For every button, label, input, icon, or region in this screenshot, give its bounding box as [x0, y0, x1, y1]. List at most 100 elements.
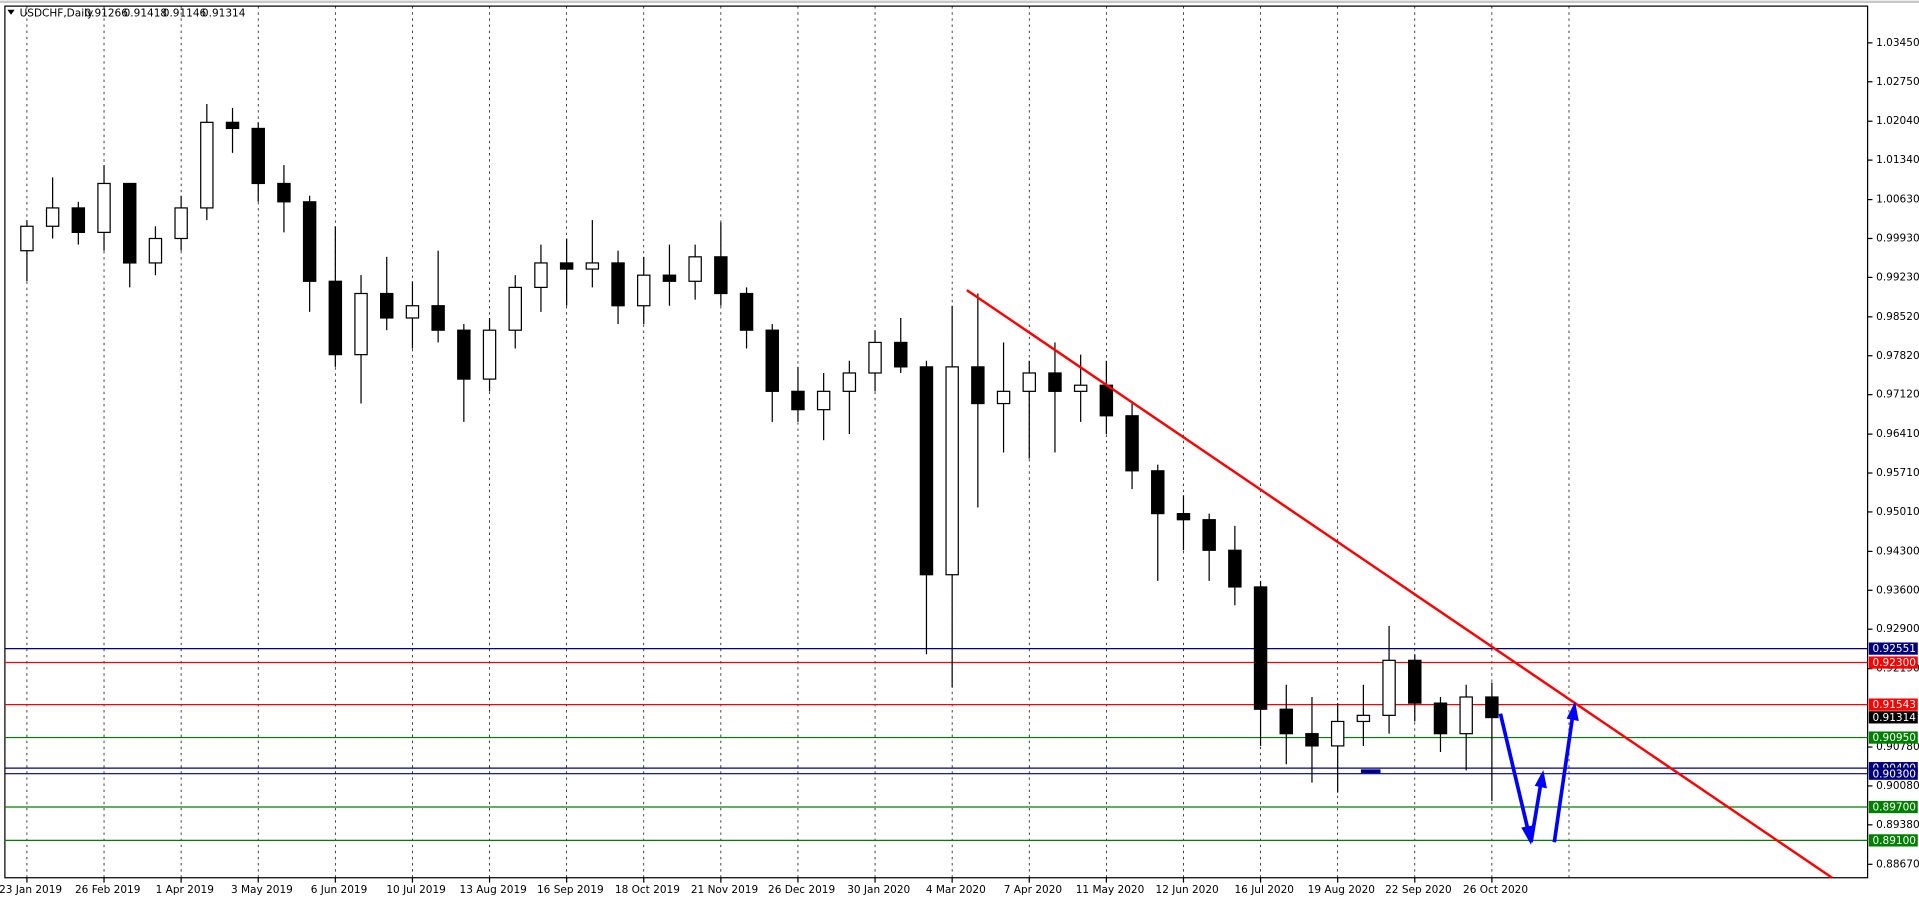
candle-body — [585, 262, 600, 270]
candle-body — [1099, 384, 1114, 417]
candle-body — [714, 256, 728, 295]
candle-body — [1202, 519, 1216, 551]
arrow-head — [1534, 770, 1547, 789]
x-axis: 23 Jan 2019 26 Feb 2019 1 Apr 2019 3 May 20… — [0, 877, 1528, 896]
x-tick-label: 22 Sep 2020 — [1385, 884, 1452, 896]
level-label: 0.90300 — [1872, 768, 1915, 780]
x-tick-label: 7 Apr 2020 — [1004, 884, 1062, 896]
level-labels: 0.925510.923000.915430.909500.904000.903… — [1868, 642, 1918, 847]
x-tick-label: 11 May 2020 — [1076, 884, 1145, 896]
y-tick-label: 0.88670 — [1876, 858, 1919, 870]
candle-body — [662, 274, 677, 282]
level-label-box — [1868, 731, 1918, 744]
candle-body — [45, 207, 60, 227]
y-tick-label: 1.01340 — [1876, 154, 1919, 166]
y-tick-label: 0.97120 — [1876, 389, 1919, 401]
candle-body — [200, 121, 214, 209]
levels — [4, 647, 1868, 842]
candle-body — [1176, 512, 1191, 521]
x-tick-label: 23 Jan 2019 — [0, 884, 62, 896]
candle-body — [971, 366, 985, 405]
candle-body — [354, 292, 368, 356]
x-tick-label: 3 May 2019 — [231, 884, 293, 896]
level-label-box — [1868, 656, 1918, 669]
level-label-box — [1868, 834, 1918, 847]
x-tick-label: 1 Apr 2019 — [156, 884, 214, 896]
last-price-label: 0.91314 — [1872, 712, 1916, 724]
candle-body — [71, 207, 86, 233]
candle-body — [894, 341, 908, 368]
quote-open: 0.91266 — [84, 7, 128, 19]
candle-body — [405, 305, 420, 319]
level-label-box — [1868, 642, 1918, 655]
x-tick-label: 26 Dec 2019 — [768, 884, 835, 896]
y-tick-label: 1.00630 — [1876, 194, 1919, 206]
candle-body — [688, 256, 702, 282]
candle-body — [945, 366, 959, 576]
arrow — [1529, 783, 1543, 843]
candle-body — [457, 329, 471, 380]
candle-body — [1485, 696, 1499, 719]
candle-body — [1022, 372, 1036, 392]
candle-body — [97, 182, 111, 233]
candle-body — [1151, 470, 1165, 515]
candle-body — [1330, 720, 1345, 747]
candle-body — [1279, 708, 1293, 735]
candle-body — [174, 207, 188, 240]
y-tick-label: 0.95010 — [1876, 506, 1919, 518]
candle-body — [791, 390, 805, 411]
candle-body — [1253, 586, 1268, 710]
x-tick-label: 19 Aug 2020 — [1308, 884, 1375, 896]
candle-body — [302, 201, 317, 282]
candle-body — [919, 366, 934, 576]
x-tick-label: 4 Mar 2020 — [926, 884, 986, 896]
plot-frame — [4, 5, 1869, 879]
candle-body — [559, 262, 574, 270]
y-tick-label: 0.99930 — [1876, 232, 1919, 244]
y-tick-label: 0.99230 — [1876, 271, 1919, 283]
y-tick-label: 0.92900 — [1876, 623, 1919, 635]
grid — [26, 6, 1570, 878]
candle-body — [148, 237, 163, 264]
x-tick-label: 21 Nov 2019 — [691, 884, 758, 896]
candle-body — [251, 127, 265, 185]
level-label: 0.91543 — [1872, 699, 1915, 711]
candle-body — [637, 274, 651, 307]
level-label: 0.92551 — [1872, 643, 1915, 655]
y-tick-label: 0.97820 — [1876, 350, 1919, 362]
collapse-icon[interactable] — [7, 9, 15, 15]
trend-line — [966, 289, 1833, 879]
candle-body — [816, 390, 831, 411]
y-tick-label: 0.90780 — [1876, 741, 1919, 753]
quote-low: 0.91146 — [163, 7, 207, 19]
candle-body — [1125, 415, 1139, 472]
candle-body — [1433, 702, 1448, 735]
candle-body — [996, 390, 1011, 405]
candle-body — [431, 305, 445, 331]
x-tick-label: 10 Jul 2019 — [386, 884, 446, 896]
x-tick-label: 16 Sep 2019 — [537, 884, 604, 896]
candle-body — [20, 225, 34, 252]
candle-body — [122, 182, 137, 264]
candle-body — [1305, 733, 1319, 747]
x-tick-label: 12 Jun 2020 — [1156, 884, 1219, 896]
drawings — [966, 289, 1833, 879]
level-label-box — [1868, 698, 1918, 711]
x-tick-label: 26 Feb 2019 — [75, 884, 140, 896]
level-label: 0.92300 — [1872, 657, 1915, 669]
y-tick-label: 1.02750 — [1876, 76, 1919, 88]
candle-body — [1228, 549, 1242, 588]
candle-body — [1073, 384, 1088, 392]
level-label-box — [1868, 800, 1918, 814]
candle-body — [842, 372, 857, 392]
x-tick-label: 26 Oct 2020 — [1463, 884, 1528, 896]
level-label: 0.89700 — [1872, 802, 1915, 814]
candle-body — [508, 286, 522, 331]
y-axis: 1.03450 1.02750 1.02040 1.01340 1.00630 0.999… — [1867, 37, 1919, 870]
level-label: 0.90950 — [1872, 732, 1915, 744]
arrow-head — [1566, 701, 1579, 722]
chart-title: USDCHF,Daily — [20, 7, 94, 19]
